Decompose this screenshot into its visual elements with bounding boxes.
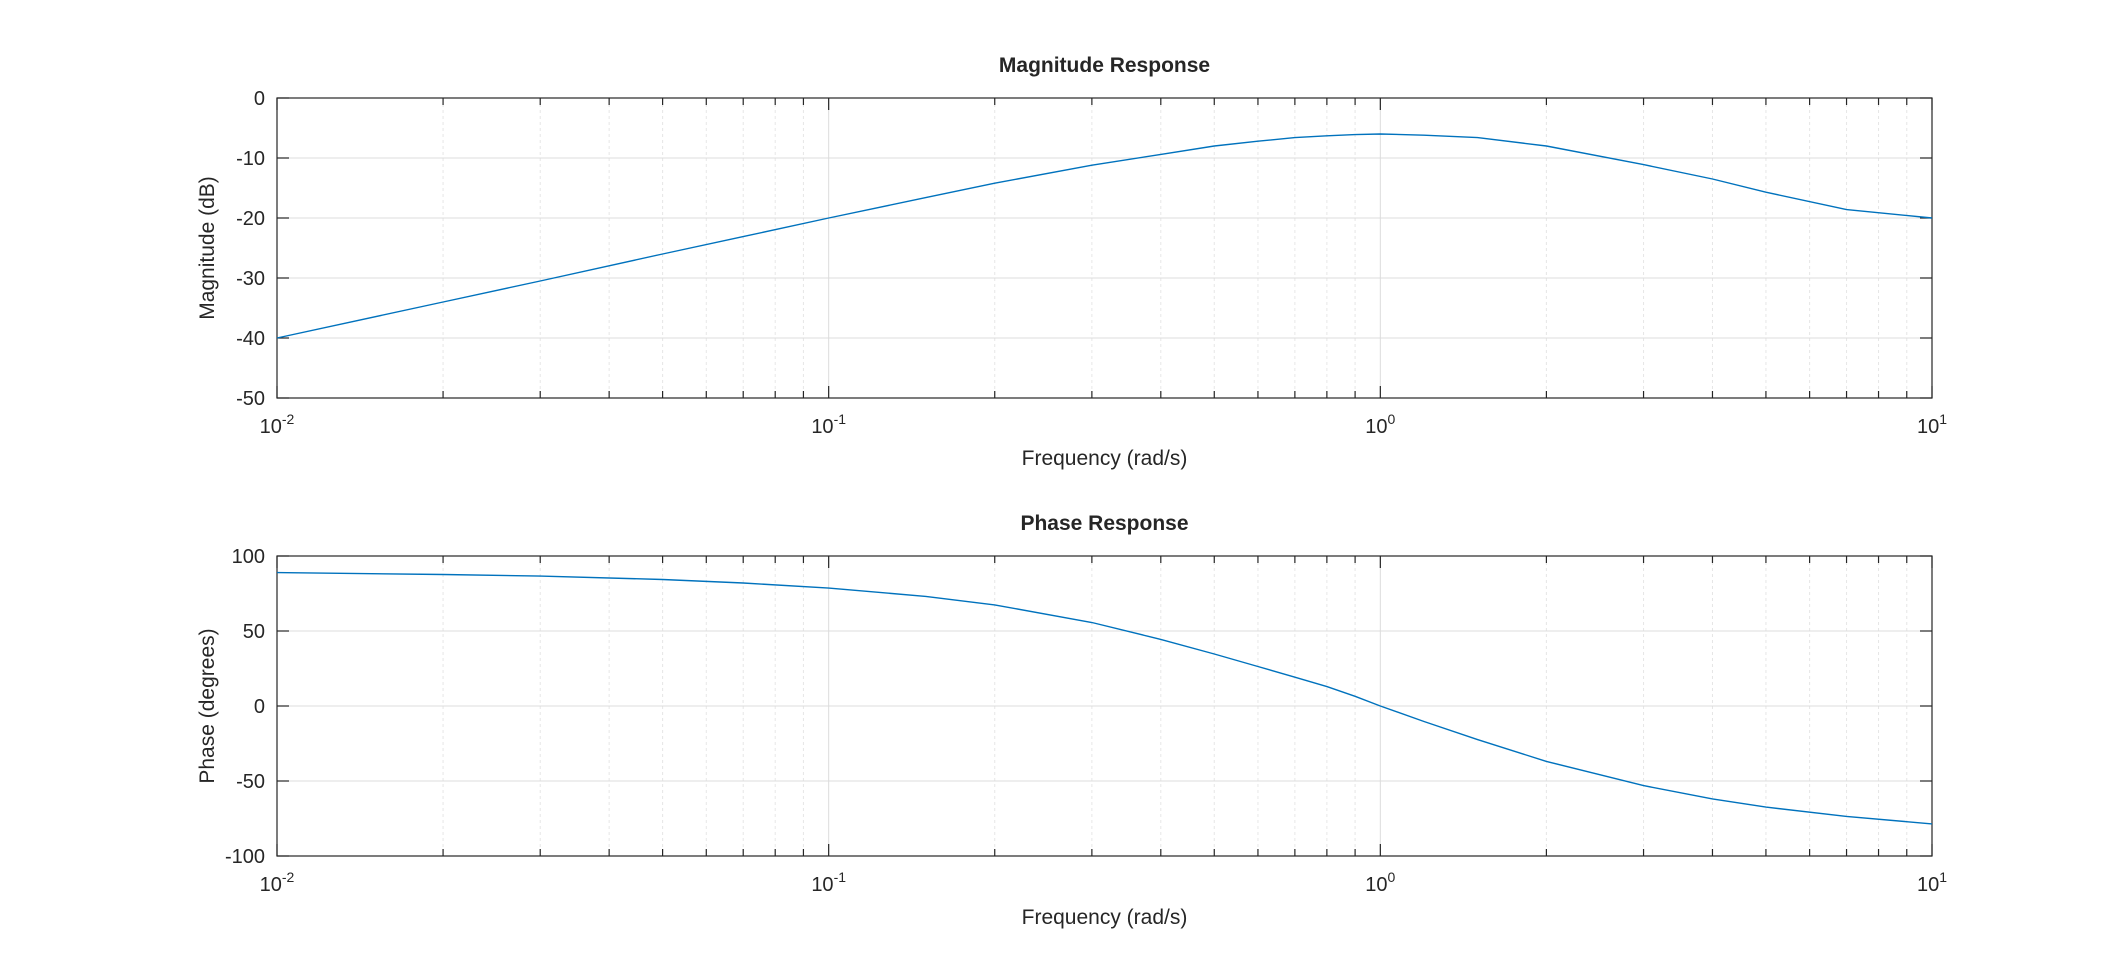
y-tick-label: -40 [236,328,265,350]
data-point [1380,705,1382,707]
y-tick-label: -100 [225,846,265,868]
y-axis-label: Magnitude (dB) [196,176,219,320]
x-tick-label: 10-1 [811,869,846,896]
data-point [1213,145,1215,147]
data-point [1326,135,1328,137]
data-point [276,337,278,339]
data-point [1257,666,1259,668]
data-point [925,197,927,199]
data-point [1712,798,1714,800]
subplot-1: 10-2 10-1 100 101 0 -10 -20 -30 -40 -50 Magnitude … [196,54,1947,470]
data-point [1294,137,1296,139]
data-point [1477,739,1479,741]
data-point [539,280,541,282]
data-point [1846,816,1848,818]
chart-title: Magnitude Response [999,54,1210,77]
data-point [1354,695,1356,697]
data-point [1213,653,1215,655]
y-tick-label: -30 [236,268,265,290]
data-point [1257,140,1259,142]
data-point [828,587,830,589]
data-point [1931,217,1933,219]
series-line [276,571,1933,825]
x-tick-label: 10-2 [260,411,295,438]
data-point [1160,639,1162,641]
y-tick-label: -20 [236,208,265,230]
data-point [662,253,664,255]
data-point [994,604,996,606]
data-point [1765,191,1767,193]
data-point [1091,164,1093,166]
data-point [1326,686,1328,688]
data-point [742,236,744,238]
data-point [1477,137,1479,139]
x-tick-label: 101 [1917,869,1947,896]
data-point [1765,806,1767,808]
data-point [1160,154,1162,156]
data-point [925,596,927,598]
data-point [1380,133,1382,135]
x-axis-label: Frequency (rad/s) [1022,447,1188,470]
data-point [442,574,444,576]
y-tick-label: -50 [236,388,265,410]
data-point [742,582,744,584]
data-point [994,182,996,184]
data-point [1712,178,1714,180]
data-point [662,579,664,581]
x-tick-label: 10-1 [811,411,846,438]
x-tick-label: 101 [1917,411,1947,438]
data-point [539,575,541,577]
data-point [1643,785,1645,787]
y-tick-label: 0 [254,88,265,110]
axes-box [276,97,1933,399]
series-line [276,133,1933,339]
data-point [1294,676,1296,678]
subplot-2: 10-2 10-1 100 101 100 50 0 -50 -100 Phase Respons… [196,512,1947,929]
x-axis-label: Frequency (rad/s) [1022,906,1188,929]
x-tick-label: 100 [1365,411,1395,438]
data-point [1423,721,1425,723]
data-point [276,572,278,574]
data-point [1091,622,1093,624]
y-tick-label: -50 [236,771,265,793]
data-point [1546,761,1548,763]
y-tick-label: -10 [236,148,265,170]
data-point [1931,823,1933,825]
y-axis-label: Phase (degrees) [196,628,219,783]
data-point [1423,134,1425,136]
x-tick-label: 100 [1365,869,1395,896]
data-point [1643,164,1645,166]
x-tick-label: 10-2 [260,869,295,896]
data-point [1846,209,1848,211]
data-point [1546,145,1548,147]
chart-title: Phase Response [1020,512,1188,535]
y-tick-label: 50 [243,621,265,643]
y-tick-label: 0 [254,696,265,718]
data-point [442,301,444,303]
data-point [828,217,830,219]
data-point [1354,134,1356,136]
y-tick-label: 100 [232,546,265,568]
